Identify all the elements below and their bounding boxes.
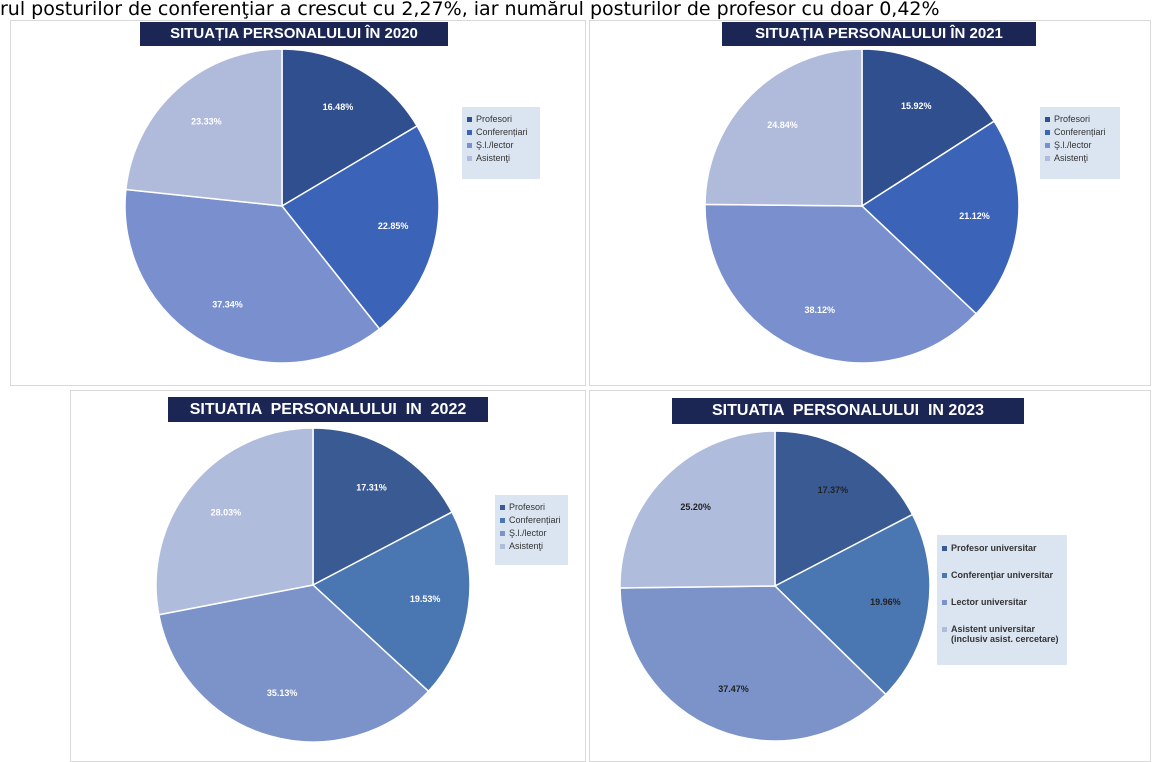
legend-marker xyxy=(467,143,472,148)
legend-label: Profesor universitar xyxy=(951,543,1037,553)
chart-title: SITUAȚIA PERSONALULUI ÎN 2021 xyxy=(722,22,1036,46)
text-line: rul posturilor de conferenţiar a crescut… xyxy=(0,0,940,20)
pie-slice xyxy=(280,124,440,331)
legend-item: Conferențiari xyxy=(467,127,535,137)
legend-item: Profesori xyxy=(467,114,535,124)
pie-slice xyxy=(619,585,887,742)
pie-slice xyxy=(704,203,978,364)
legend-marker xyxy=(1045,117,1050,122)
pie-slice xyxy=(124,188,381,364)
slice-label: 19.96% xyxy=(870,597,901,607)
slice-label: 19.53% xyxy=(410,594,441,604)
slice-label: 25.20% xyxy=(680,502,711,512)
legend-item: Profesori xyxy=(500,502,563,512)
legend: Profesori Conferențiari Ş.l./lector Asisten… xyxy=(462,107,540,179)
legend-marker xyxy=(942,600,947,605)
slice-label: 24.84% xyxy=(767,120,798,130)
legend-item: Ş.l./lector xyxy=(467,140,535,150)
legend-item: Ş.l./lector xyxy=(1045,140,1115,150)
legend-label: Ş.l./lector xyxy=(1054,140,1092,150)
slice-label: 21.12% xyxy=(959,211,990,221)
legend-item: Asistenţi xyxy=(467,153,535,163)
legend-label: Asistenţi xyxy=(476,153,511,163)
pie-slice xyxy=(311,511,471,693)
pie-slice xyxy=(861,48,996,208)
pie-slice xyxy=(619,430,776,589)
pie-slice xyxy=(281,48,419,208)
pie-slice xyxy=(773,513,931,696)
legend-item: Conferenţiar universitar xyxy=(942,570,1062,580)
slice-label: 16.48% xyxy=(323,102,354,112)
legend-marker xyxy=(1045,156,1050,161)
legend-item: Conferențiari xyxy=(500,515,563,525)
chart-frame xyxy=(589,20,1151,386)
slice-label: 35.13% xyxy=(267,688,298,698)
chart-title: SITUAȚIA PERSONALULUI ÎN 2020 xyxy=(140,22,448,46)
legend-label: Lector universitar xyxy=(951,597,1028,607)
legend-marker xyxy=(1045,143,1050,148)
legend-item: Profesor universitar xyxy=(942,543,1062,553)
pie-slice xyxy=(155,427,314,616)
legend-label: Asistent universitar (inclusiv asist. ce… xyxy=(951,624,1059,644)
pie-slice xyxy=(774,430,914,588)
slice-label: 15.92% xyxy=(901,101,932,111)
legend-marker xyxy=(467,156,472,161)
legend-label: Profesori xyxy=(476,114,513,124)
legend-marker xyxy=(942,546,947,551)
legend-label: Profesori xyxy=(509,502,546,512)
pie-slice xyxy=(157,584,430,743)
legend-item: Profesori xyxy=(1045,114,1115,124)
legend-item: Asistenţi xyxy=(500,541,563,551)
slice-label: 37.34% xyxy=(212,299,243,309)
chart-frame xyxy=(10,20,586,386)
pie-slice xyxy=(125,48,283,207)
legend: Profesori Conferențiari Ş.l./lector Asisten… xyxy=(495,495,568,565)
legend-label: Asistenţi xyxy=(509,541,544,551)
pie-slice xyxy=(860,120,1020,315)
slice-label: 38.12% xyxy=(804,305,835,315)
legend-item: Ş.l./lector xyxy=(500,528,563,538)
legend-label: Conferenţiar universitar xyxy=(951,570,1054,580)
legend-marker xyxy=(942,573,947,578)
legend: Profesor universitar Conferenţiar univers… xyxy=(937,535,1067,665)
legend: Profesori Conferențiari Ş.l./lector Asisten… xyxy=(1040,107,1120,179)
chart-title: SITUATIA PERSONALULUI IN 2022 xyxy=(168,397,488,422)
legend-marker xyxy=(467,130,472,135)
chart-title: SITUATIA PERSONALULUI IN 2023 xyxy=(672,398,1024,424)
legend-item: Asistent universitar (inclusiv asist. ce… xyxy=(942,624,1062,644)
legend-marker xyxy=(1045,130,1050,135)
legend-label: Ş.l./lector xyxy=(509,528,547,538)
legend-item: Asistenţi xyxy=(1045,153,1115,163)
legend-marker xyxy=(500,531,505,536)
legend-label: Asistenţi xyxy=(1054,153,1089,163)
legend-item: Lector universitar xyxy=(942,597,1062,607)
legend-marker xyxy=(942,627,947,632)
legend-marker xyxy=(500,518,505,523)
legend-label: Profesori xyxy=(1054,114,1091,124)
legend-label: Conferențiari xyxy=(476,127,528,137)
slice-label: 22.85% xyxy=(378,221,409,231)
legend-item: Conferențiari xyxy=(1045,127,1115,137)
slice-label: 23.33% xyxy=(191,116,222,126)
slice-label: 37.47% xyxy=(718,684,749,694)
legend-marker xyxy=(500,505,505,510)
pie-slice xyxy=(312,427,454,587)
legend-marker xyxy=(467,117,472,122)
slice-label: 28.03% xyxy=(211,507,242,517)
slice-label: 17.31% xyxy=(356,483,387,493)
slice-label: 17.37% xyxy=(818,485,849,495)
pie-slice xyxy=(704,48,863,207)
legend-label: Conferențiari xyxy=(1054,127,1106,137)
legend-label: Conferențiari xyxy=(509,515,561,525)
legend-label: Ş.l./lector xyxy=(476,140,514,150)
legend-marker xyxy=(500,544,505,549)
